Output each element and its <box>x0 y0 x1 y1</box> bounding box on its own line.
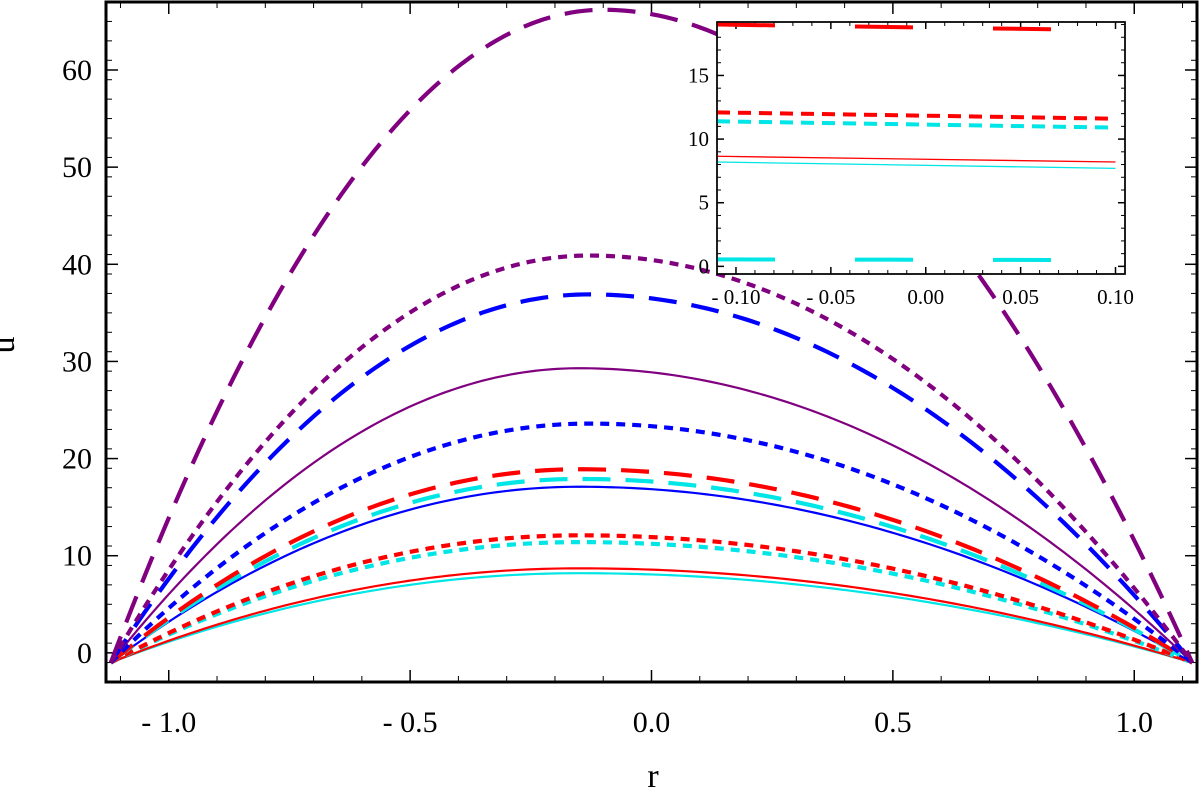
x-tick-label: 1.0 <box>1115 706 1153 739</box>
inset-series-line-5 <box>716 22 1078 32</box>
x-tick-label: 0.5 <box>874 706 912 739</box>
x-tick-label: - 0.5 <box>383 706 438 739</box>
y-tick-label: 50 <box>62 151 92 184</box>
inset-series-group <box>716 22 1116 262</box>
series-line-1 <box>110 567 1193 664</box>
inset-y-tick-label: 15 <box>688 63 709 87</box>
x-tick-label: 0.0 <box>633 706 671 739</box>
series-line-0 <box>110 572 1193 664</box>
series-line-11 <box>108 7 1195 664</box>
inset-x-tick-label: - 0.05 <box>806 285 855 309</box>
series-line-8 <box>109 367 1193 664</box>
series-line-5 <box>109 476 1194 665</box>
series-line-10 <box>109 253 1194 664</box>
inset-series-line-3 <box>716 119 1116 130</box>
y-tick-label: 0 <box>77 637 92 670</box>
inset-chart: 0 5 10 15 - 0.10 - 0.05 0.00 0.05 0.10 <box>688 21 1134 309</box>
inset-x-tick-label: 0.10 <box>1097 285 1134 309</box>
x-tick-label: - 1.0 <box>141 706 196 739</box>
inset-x-tick-label: 0.00 <box>907 285 944 309</box>
y-axis-title: u <box>0 337 22 354</box>
inset-tick-labels: 0 5 10 15 - 0.10 - 0.05 0.00 0.05 0.10 <box>688 63 1134 309</box>
x-axis-title: r <box>647 758 659 789</box>
y-tick-label: 60 <box>62 54 92 87</box>
y-tick-label: 10 <box>62 540 92 573</box>
main-series-group <box>108 7 1195 665</box>
y-tick-label: 30 <box>62 345 92 378</box>
series-line-7 <box>109 421 1194 665</box>
inset-y-tick-label: 0 <box>699 254 710 278</box>
inset-y-tick-label: 5 <box>699 191 710 215</box>
series-line-6 <box>109 467 1194 665</box>
inset-plot-border <box>716 21 1126 275</box>
y-tick-label: 40 <box>62 248 92 281</box>
y-tick-label: 20 <box>62 443 92 476</box>
inset-plot-frame <box>716 21 1126 275</box>
inset-x-tick-label: 0.05 <box>1002 285 1039 309</box>
series-line-4 <box>110 485 1193 664</box>
inset-y-tick-label: 10 <box>688 127 709 151</box>
series-line-9 <box>109 292 1194 664</box>
inset-series-line-0 <box>716 257 1078 262</box>
main-plot-frame <box>104 0 1199 684</box>
inset-series-line-2 <box>716 155 1116 163</box>
series-line-3 <box>109 533 1193 665</box>
inset-x-tick-label: - 0.10 <box>711 285 760 309</box>
series-line-2 <box>109 540 1193 665</box>
inset-series-line-4 <box>716 110 1116 121</box>
inset-series-line-1 <box>716 161 1116 170</box>
